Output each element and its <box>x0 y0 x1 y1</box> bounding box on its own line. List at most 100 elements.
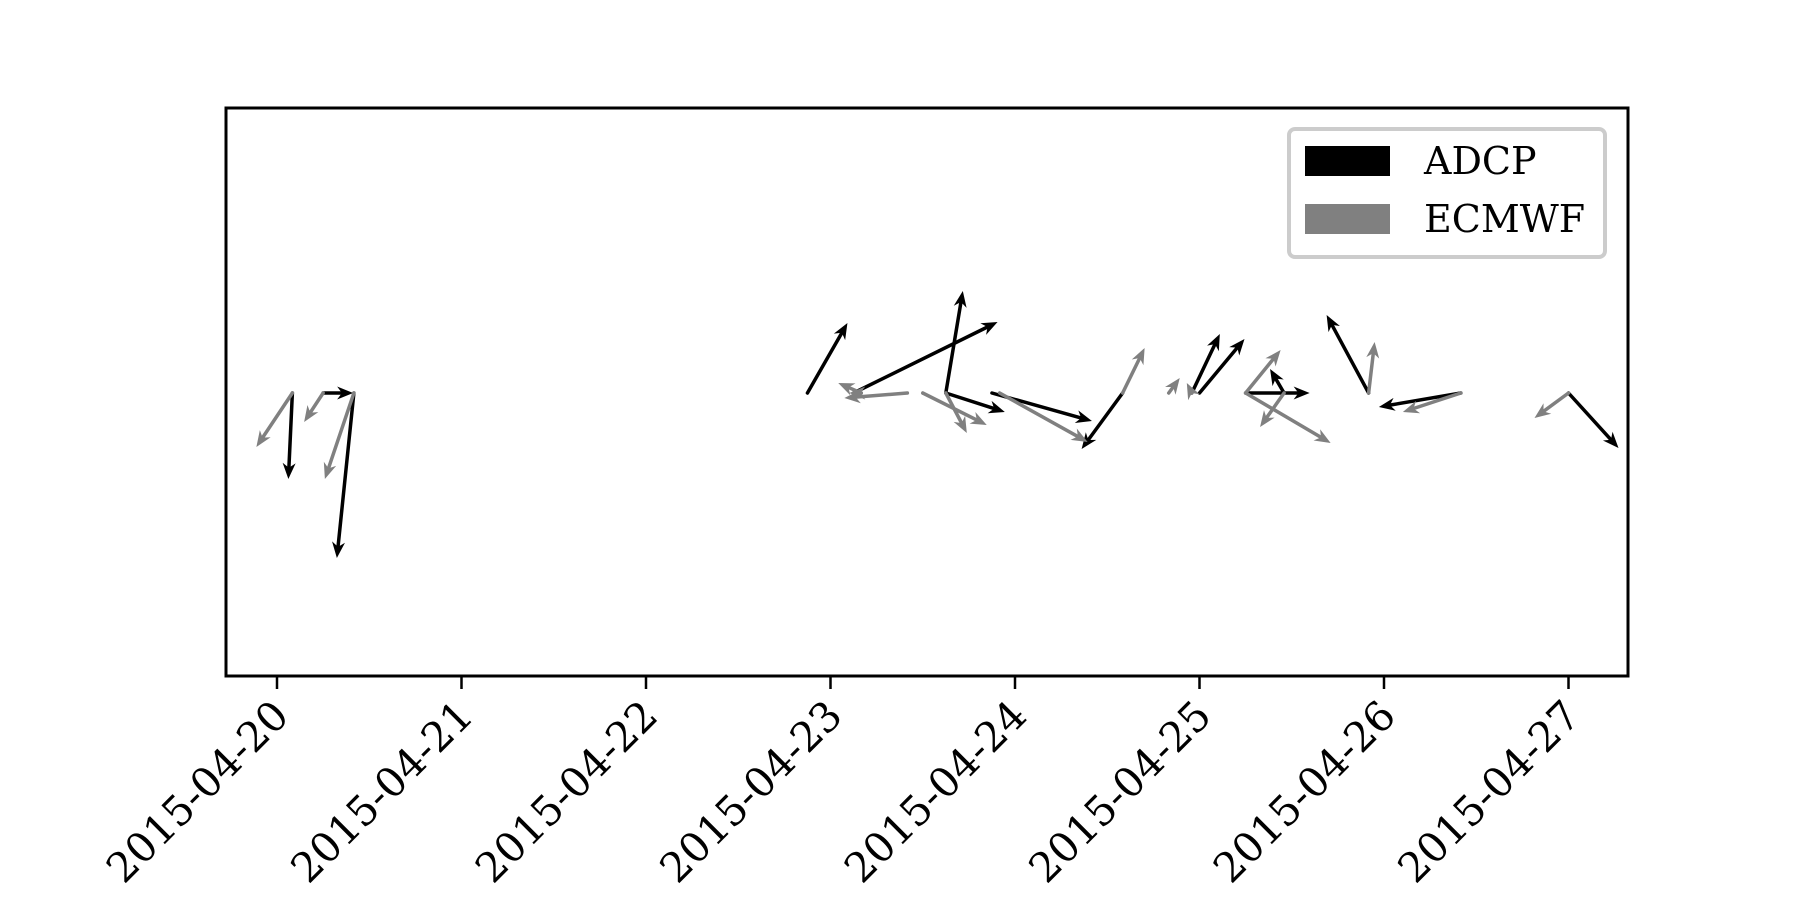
adcp-arrow-head-12 <box>1270 369 1284 387</box>
ecmwf-arrow-17 <box>1534 391 1571 418</box>
ecmwf-arrow-head-17 <box>1534 403 1552 418</box>
adcp-arrow-4 <box>851 322 998 395</box>
ecmwf-arrow-0 <box>256 391 295 447</box>
ecmwf-arrow-10 <box>1165 378 1180 395</box>
ecmwf-arrow-head-14 <box>1260 410 1275 427</box>
adcp-arrow-12 <box>1270 369 1286 395</box>
ecmwf-arrow-head-7 <box>953 415 967 433</box>
ecmwf-arrow-shaft-14 <box>1263 391 1286 421</box>
adcp-arrow-head-15 <box>1602 431 1619 448</box>
adcp-arrow-shaft-8 <box>1085 391 1125 444</box>
ecmwf-arrow-head-3 <box>838 383 856 396</box>
ecmwf-arrow-head-1 <box>304 405 319 422</box>
ecmwf-arrow-9 <box>1120 348 1145 395</box>
adcp-arrow-shaft-13 <box>1329 321 1371 395</box>
ecmwf-arrow-head-9 <box>1131 348 1145 366</box>
x-axis: 2015-04-202015-04-212015-04-222015-04-23… <box>97 676 1590 892</box>
ecmwf-arrow-shaft-9 <box>1120 354 1143 395</box>
ecmwf-arrow-shaft-6 <box>921 391 980 423</box>
ecmwf-arrow-shaft-0 <box>259 391 295 441</box>
adcp-arrow-head-10 <box>1229 339 1245 356</box>
ecmwf-arrow-head-15 <box>1366 342 1380 359</box>
legend: ADCP ECMWF <box>1287 127 1607 259</box>
x-tick-label-2: 2015-04-22 <box>466 691 667 892</box>
adcp-arrow-9 <box>1190 334 1220 395</box>
ecmwf-arrow-head-10 <box>1165 378 1180 395</box>
adcp-arrow-shaft-0 <box>287 391 295 472</box>
x-tick-label-0: 2015-04-20 <box>97 691 298 892</box>
adcp-arrow-shaft-2 <box>336 391 356 551</box>
adcp-arrow-6 <box>944 391 1005 414</box>
adcp-arrow-2 <box>332 391 356 558</box>
x-tick-label-7: 2015-04-27 <box>1388 691 1589 892</box>
ecmwf-arrow-head-13 <box>1265 350 1281 367</box>
legend-label-adcp: ADCP <box>1423 139 1537 183</box>
x-tick-label-6: 2015-04-26 <box>1204 691 1405 892</box>
adcp-arrow-14 <box>1378 391 1463 411</box>
adcp-arrow-13 <box>1326 315 1371 395</box>
ecmwf-arrow-6 <box>921 391 987 425</box>
ecmwf-arrow-shaft-13 <box>1243 355 1277 395</box>
adcp-arrow-head-4 <box>980 322 998 335</box>
adcp-arrow-shaft-6 <box>944 391 998 411</box>
ecmwf-arrow-shaft-12 <box>1243 391 1325 440</box>
ecmwf-arrow-shaft-5 <box>852 391 910 399</box>
ecmwf-arrow-13 <box>1243 350 1281 395</box>
ecmwf-arrow-head-0 <box>256 430 271 447</box>
adcp-arrow-0 <box>282 391 296 479</box>
ecmwf-arrow-2 <box>323 391 356 479</box>
adcp-arrow-8 <box>1081 391 1125 449</box>
adcp-arrow-shaft-10 <box>1197 344 1241 395</box>
adcp-arrow-shaft-15 <box>1566 391 1614 443</box>
ecmwf-arrow-head-5 <box>844 390 861 404</box>
ecmwf-arrow-head-6 <box>969 412 987 425</box>
legend-label-ecmwf: ECMWF <box>1424 197 1585 241</box>
ecmwf-arrow-head-12 <box>1313 429 1331 443</box>
adcp-arrow-head-3 <box>833 323 848 341</box>
ecmwf-arrow-12 <box>1243 391 1331 443</box>
x-tick-label-4: 2015-04-24 <box>835 691 1036 892</box>
adcp-arrow-shaft-5 <box>944 298 963 395</box>
adcp-arrow-shaft-12 <box>1273 375 1286 395</box>
adcp-arrow-head-6 <box>987 400 1005 414</box>
ecmwf-arrow-head-16 <box>1402 400 1421 414</box>
ecmwf-arrow-shaft-2 <box>326 391 356 472</box>
adcp-arrow-shaft-4 <box>851 324 991 395</box>
ecmwf-arrow-head-2 <box>323 461 337 479</box>
x-tick-label-1: 2015-04-21 <box>281 691 482 892</box>
plot-frame <box>224 106 1630 678</box>
ecmwf-arrow-head-8 <box>1070 428 1088 442</box>
adcp-arrow-3 <box>805 323 848 395</box>
adcp-arrow-shaft-3 <box>805 329 845 395</box>
adcp-arrow-5 <box>944 291 967 395</box>
adcp-arrow-head-13 <box>1326 315 1340 333</box>
adcp-arrow-head-9 <box>1207 334 1220 352</box>
ecmwf-arrow-shaft-16 <box>1410 391 1463 411</box>
adcp-arrow-11 <box>1243 386 1310 400</box>
ecmwf-arrow-8 <box>997 391 1088 442</box>
adcp-arrow-1 <box>321 386 354 400</box>
adcp-arrow-10 <box>1197 339 1245 395</box>
adcp-arrow-head-1 <box>337 386 354 400</box>
legend-swatch-ecmwf <box>1305 204 1390 234</box>
adcp-arrow-15 <box>1566 391 1619 448</box>
adcp-arrow-head-0 <box>282 462 296 479</box>
ecmwf-arrow-shaft-17 <box>1540 391 1571 415</box>
adcp-arrow-shaft-9 <box>1190 340 1218 395</box>
adcp-arrow-head-7 <box>1074 410 1092 423</box>
ecmwf-arrow-15 <box>1366 342 1380 395</box>
ecmwf-arrow-shaft-1 <box>307 391 325 416</box>
ecmwf-arrow-7 <box>944 391 967 433</box>
x-tick-label-5: 2015-04-25 <box>1019 691 1220 892</box>
ecmwf-arrow-14 <box>1260 391 1286 427</box>
adcp-arrow-shaft-14 <box>1386 391 1463 408</box>
ecmwf-arrow-16 <box>1402 391 1463 414</box>
ecmwf-arrow-11 <box>1186 383 1200 401</box>
x-tick-label-3: 2015-04-23 <box>650 691 851 892</box>
ecmwf-arrow-5 <box>844 390 910 404</box>
ecmwf-arrow-shaft-8 <box>997 391 1081 440</box>
ecmwf-arrow-shaft-7 <box>944 391 965 427</box>
ecmwf-arrow-head-11 <box>1186 383 1200 401</box>
ecmwf-arrow-1 <box>304 391 325 422</box>
